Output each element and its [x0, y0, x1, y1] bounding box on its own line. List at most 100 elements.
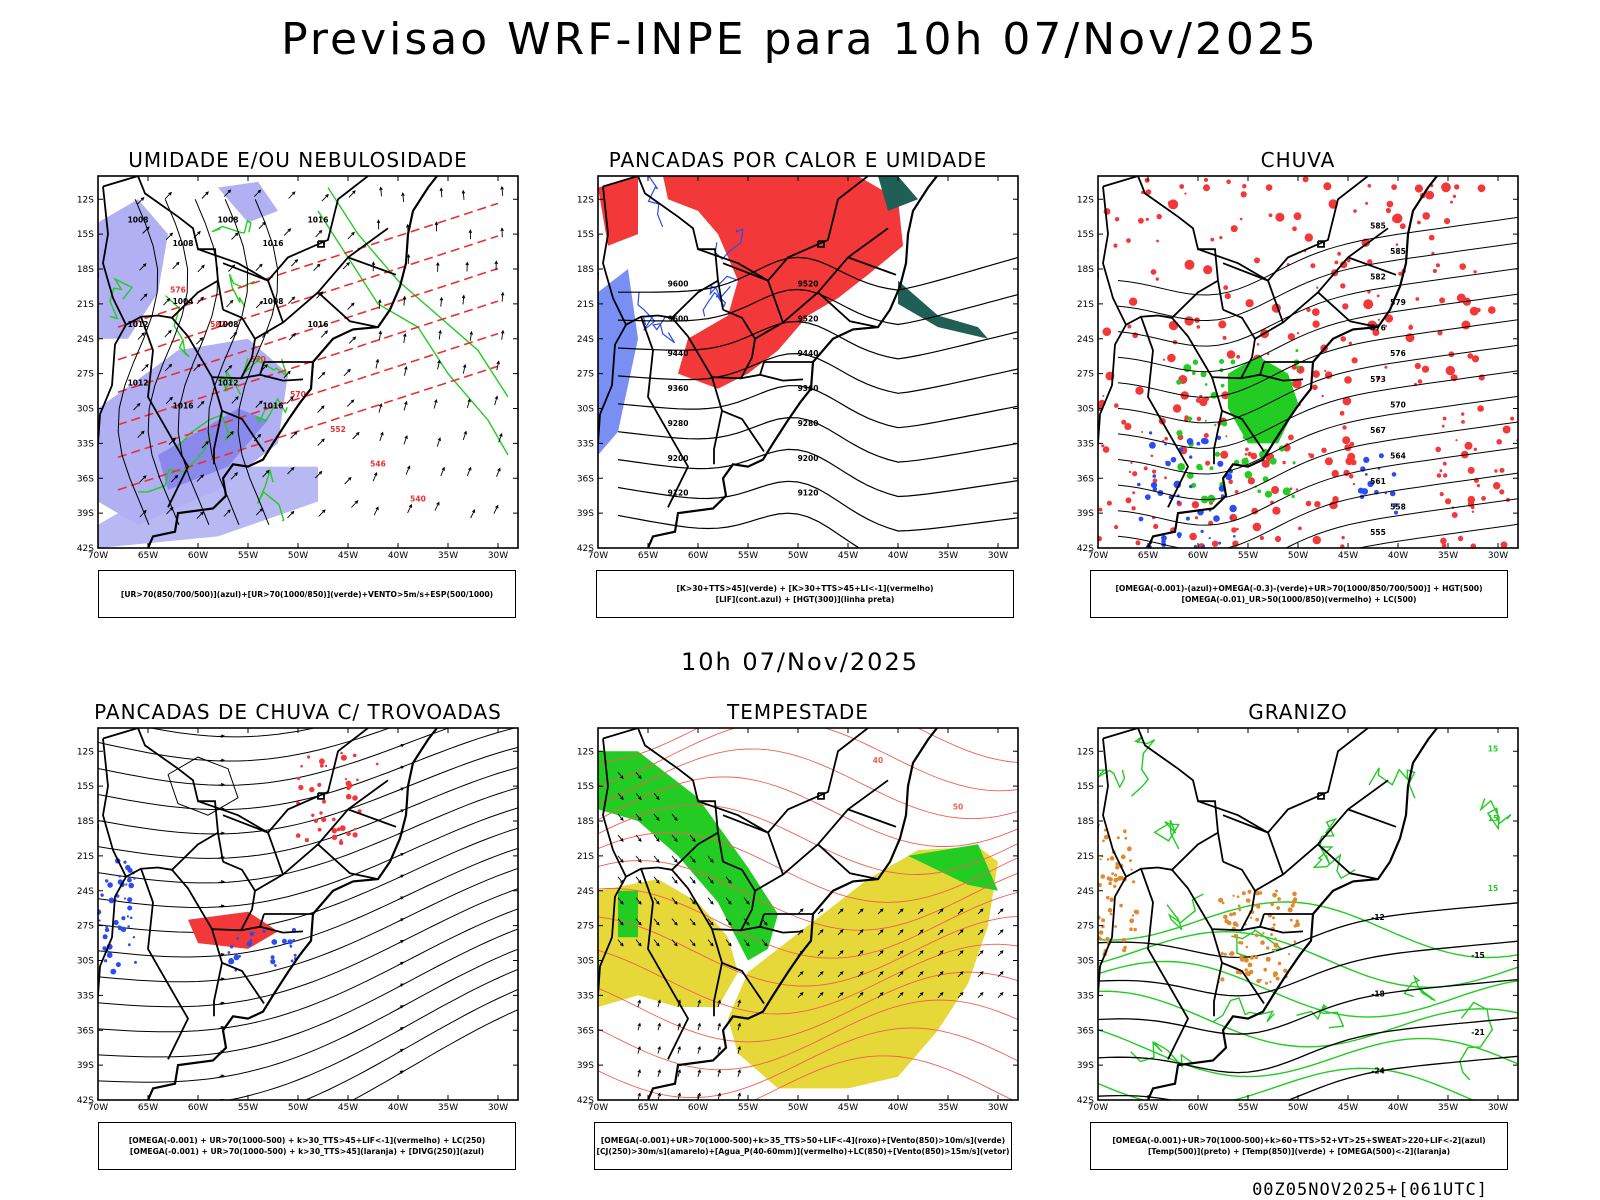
thunder-cell [353, 828, 357, 831]
rain-cell-red [1150, 269, 1157, 275]
height-contour-500 [1284, 498, 1518, 548]
lon-label: 70W [1088, 551, 1108, 560]
omega-cell [1108, 877, 1113, 882]
rain-cell-red [1256, 343, 1260, 346]
state-border [721, 409, 765, 453]
lat-label: 18S [577, 817, 594, 827]
omega-cell [1220, 977, 1225, 982]
wind-vector [217, 758, 225, 763]
rain-cell-red [1384, 314, 1394, 323]
wind-vector [725, 897, 732, 905]
rain-cell-red [1125, 497, 1132, 504]
omega-cell [1255, 917, 1259, 922]
wind-vector [133, 402, 141, 411]
rain-cell-green [1272, 430, 1276, 435]
lon-label: 40W [1388, 1103, 1408, 1112]
lon-label: 60W [688, 1103, 708, 1112]
omega-cell [1241, 891, 1246, 896]
wind-vector [635, 792, 642, 801]
rain-cell-red [1464, 441, 1473, 450]
rain-cell-red [1196, 325, 1201, 329]
wind-vector [407, 503, 413, 514]
omega-cell [1131, 914, 1135, 917]
rain-cell-blue [1216, 435, 1222, 440]
lat-label: 21S [77, 852, 94, 862]
pressure-label: 1008 [218, 216, 239, 225]
lon-label: 45W [1338, 1103, 1358, 1112]
rain-cell-green [1204, 419, 1207, 422]
divergence-cell [102, 934, 108, 940]
lat-label: 30S [577, 405, 594, 415]
omega-cell [1289, 918, 1293, 922]
lat-label: 24S [577, 335, 594, 345]
state-border [598, 876, 627, 1002]
rain-cell-blue [1363, 456, 1370, 463]
state-border [1197, 800, 1269, 834]
rain-cell-red [1309, 453, 1315, 459]
thunder-cell [352, 753, 357, 758]
omega-cell [1249, 916, 1253, 919]
rain-cell-red [1298, 526, 1302, 531]
rain-cell-red [1220, 450, 1229, 459]
wind-vector [440, 466, 445, 477]
lon-label: 60W [1188, 551, 1208, 560]
state-border [197, 248, 269, 282]
thunder-cell [357, 809, 362, 814]
rain-cell-red [1153, 523, 1159, 529]
omega-cell [1240, 941, 1244, 945]
rain-cell-red [1349, 441, 1355, 447]
pressure-label: 1012 [128, 320, 149, 329]
state-border [221, 409, 265, 453]
rain-cell-red [1242, 184, 1247, 189]
wind-vector [140, 293, 148, 301]
wind-vector [379, 431, 384, 442]
rain-cell-red [1098, 507, 1103, 512]
rain-cell-red [1218, 320, 1227, 329]
wind-vector [223, 509, 231, 517]
lon-label: 30W [988, 1103, 1008, 1112]
height-label: 576 [1390, 349, 1406, 358]
rain-cell-red [1155, 277, 1159, 281]
state-border [1347, 808, 1397, 828]
rain-cell-red [1321, 394, 1324, 398]
height-contour-500 [1117, 293, 1518, 373]
wind-vector [653, 792, 660, 801]
omega-cell [1124, 836, 1128, 840]
wind-vector [897, 929, 904, 936]
legend-line: [OMEGA(-0.001)-(azul)+OMEGA(-0.3)-(verde… [1115, 584, 1483, 593]
wind-vector [817, 929, 824, 936]
lat-label: 21S [1077, 300, 1094, 310]
thickness-label: 570 [290, 390, 306, 399]
state-border [98, 324, 127, 450]
temp-850-contour [1098, 960, 1518, 1018]
wind-vector [318, 371, 326, 380]
rain-cell-red [1259, 535, 1264, 541]
temp-850-contour [1213, 997, 1275, 1023]
lif-contour [651, 315, 676, 344]
wind-vector [351, 500, 359, 508]
rain-cell-red [1156, 239, 1159, 243]
legend-line: [LIF](cont.azul) + [HGT(300)](linha pret… [715, 595, 895, 604]
wind-vector [617, 813, 624, 822]
rain-cell-red [1414, 184, 1423, 193]
rain-cell-red [1223, 285, 1229, 290]
wind-vector [689, 855, 696, 863]
wind-vector [997, 971, 1004, 978]
lat-label: 18S [77, 817, 94, 827]
rain-cell-green [1200, 467, 1203, 471]
omega-cell [1293, 940, 1297, 944]
rain-cell-red [1144, 177, 1150, 183]
omega-cell [1277, 961, 1282, 966]
lon-label: 60W [188, 551, 208, 560]
lat-label: 12S [77, 747, 94, 757]
height-label: 570 [1390, 400, 1406, 409]
wind-vector [743, 918, 750, 926]
wind-vector [689, 939, 696, 947]
rain-cell-red [1121, 419, 1127, 425]
lon-label: 70W [88, 1103, 108, 1112]
wind-vector [897, 908, 904, 915]
rain-cell-red [1461, 320, 1471, 330]
rain-cell-red [1346, 258, 1351, 263]
rain-cell-red [1289, 487, 1293, 491]
state-border [1259, 373, 1304, 382]
